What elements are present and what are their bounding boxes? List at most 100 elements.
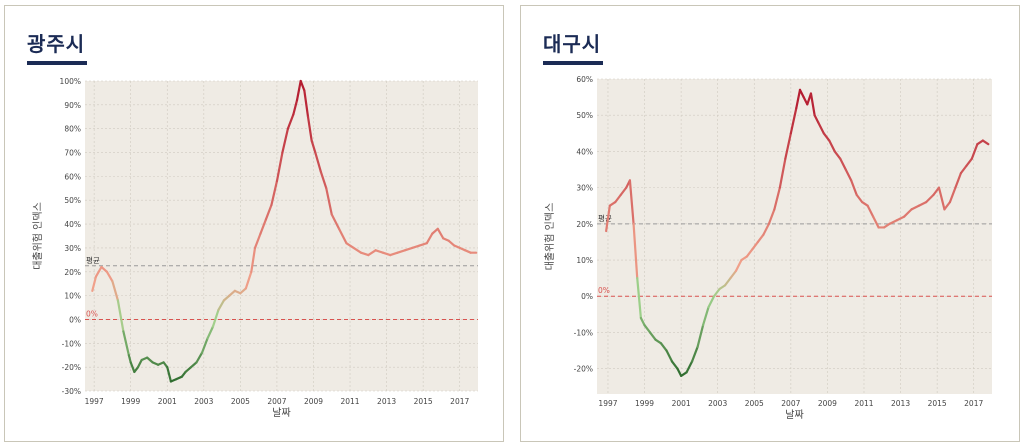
y-tick-label: 30% xyxy=(64,244,81,253)
x-axis-title: 날짜 xyxy=(272,407,290,419)
series-segment xyxy=(418,242,428,247)
series-segment xyxy=(105,270,114,283)
x-tick-label: 1999 xyxy=(635,399,654,408)
y-tick-label: -20% xyxy=(62,363,81,372)
series-segment xyxy=(701,306,710,327)
x-tick-label: 2011 xyxy=(340,397,359,406)
title-underline xyxy=(543,61,603,65)
series-segment xyxy=(129,361,136,374)
chart-daegu: 60% 50% 40% 30% 20% 10% 0% -10% -20% 1997 1999 2001… xyxy=(543,75,992,421)
series-segment xyxy=(970,143,979,160)
series-segment xyxy=(745,248,754,258)
plot-area xyxy=(85,81,478,391)
series-segment xyxy=(206,325,215,340)
x-tick-label: 2001 xyxy=(672,399,691,408)
panel-daegu: 대구시 60% 50% 40% 30% 20% 10% 0% -10% -20% 1997 1999… xyxy=(520,5,1020,442)
series-segment xyxy=(189,361,198,369)
series-segment xyxy=(696,324,705,349)
series-segment xyxy=(850,179,858,196)
x-tick-label: 2003 xyxy=(708,399,727,408)
y-tick-label: 30% xyxy=(576,184,593,193)
panel-gwangju: 광주시 100% 90% 80% 70% 60% 50% 40% 30% 20% 10% 0% -10… xyxy=(4,5,504,442)
series-segment xyxy=(228,289,236,297)
series-segment xyxy=(222,294,231,302)
x-tick-label: 1997 xyxy=(85,397,104,406)
series-segment xyxy=(981,139,990,146)
series-segment xyxy=(778,157,787,189)
x-tick-label: 2003 xyxy=(194,397,213,406)
series-segment xyxy=(250,246,257,273)
series-segment xyxy=(286,113,295,130)
series-segment xyxy=(917,201,928,207)
x-tick-label: 2017 xyxy=(450,397,469,406)
y-tick-label: 80% xyxy=(64,125,81,134)
series-segment xyxy=(244,270,253,290)
reference-line-label: 0% xyxy=(86,309,98,318)
series-segment xyxy=(756,233,765,244)
data-series xyxy=(605,88,990,377)
series-segment xyxy=(396,249,406,254)
series-segment xyxy=(872,215,880,229)
series-segment xyxy=(954,172,963,189)
series-segment xyxy=(275,151,284,183)
series-segment xyxy=(734,258,743,272)
series-segment xyxy=(306,115,313,142)
series-segment xyxy=(665,349,674,363)
series-segment xyxy=(751,240,760,251)
series-segment xyxy=(319,170,328,190)
y-tick-label: 60% xyxy=(64,172,81,181)
series-segment xyxy=(903,208,913,218)
series-segment xyxy=(789,106,798,135)
y-tick-label: 40% xyxy=(576,147,593,156)
series-segment xyxy=(352,246,363,254)
series-segment xyxy=(798,88,805,99)
y-tick-label: -30% xyxy=(62,387,81,396)
x-tick-label: 2009 xyxy=(818,399,837,408)
series-segment xyxy=(965,157,973,167)
series-segment xyxy=(813,114,820,124)
chart-gwangju: 100% 90% 80% 70% 60% 50% 40% 30% 20% 10% 0% -10% -20… xyxy=(31,77,478,419)
series-segment xyxy=(195,351,204,364)
y-tick-label: 50% xyxy=(64,196,81,205)
series-segment xyxy=(345,242,355,250)
y-tick-label: 90% xyxy=(64,101,81,110)
series-segment xyxy=(330,213,341,230)
series-segment xyxy=(844,168,853,182)
series-segment xyxy=(659,342,668,352)
x-axis-title: 날짜 xyxy=(785,409,803,421)
series-segment xyxy=(122,330,130,357)
series-segment xyxy=(303,89,310,118)
x-tick-label: 2001 xyxy=(158,397,177,406)
y-tick-label: 40% xyxy=(64,220,81,229)
x-tick-label: 1997 xyxy=(598,399,617,408)
series-segment xyxy=(374,249,385,254)
panel-title: 광주시 xyxy=(27,32,86,56)
series-segment xyxy=(910,204,920,211)
y-tick-label: 20% xyxy=(576,220,593,229)
y-tick-label: -20% xyxy=(574,365,593,374)
series-segment xyxy=(685,360,694,374)
series-segment xyxy=(943,201,952,211)
reference-line-label: 평균 xyxy=(598,213,612,223)
series-segment xyxy=(828,139,836,153)
y-tick-label: 0% xyxy=(581,292,593,301)
x-tick-label: 2015 xyxy=(928,399,947,408)
series-segment xyxy=(925,193,935,204)
x-tick-label: 2013 xyxy=(891,399,910,408)
series-segment xyxy=(619,186,628,196)
series-segment xyxy=(809,92,816,117)
series-segment xyxy=(292,98,299,116)
reference-line-label: 0% xyxy=(598,286,610,295)
series-segment xyxy=(839,157,847,171)
series-segment xyxy=(636,277,642,320)
series-segment xyxy=(253,232,262,250)
series-segment xyxy=(784,132,792,160)
series-segment xyxy=(712,287,721,298)
series-segment xyxy=(676,367,683,377)
y-tick-label: 70% xyxy=(64,149,81,158)
data-series xyxy=(91,79,478,383)
y-axis-title: 대출위험 인덱스 xyxy=(31,202,44,270)
panel-title: 대구시 xyxy=(543,32,602,56)
series-segment xyxy=(833,150,842,160)
series-segment xyxy=(337,227,348,245)
